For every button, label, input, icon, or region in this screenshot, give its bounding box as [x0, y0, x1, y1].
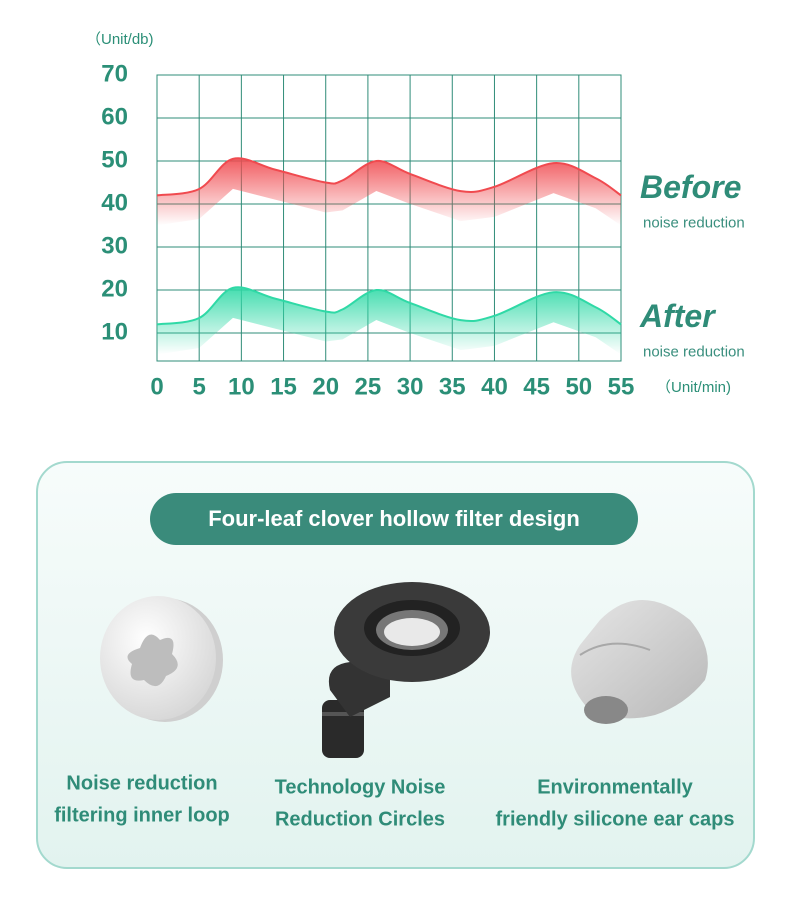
y-tick-label: 70 — [101, 60, 128, 87]
x-tick-label: 35 — [439, 373, 466, 400]
caption: Technology Noise — [275, 776, 446, 798]
series-line — [156, 286, 622, 326]
y-tick-label: 50 — [101, 146, 128, 173]
x-tick-label: 30 — [397, 373, 424, 400]
ear-cap-image — [571, 600, 708, 724]
y-tick-label: 10 — [101, 318, 128, 345]
legend-label: Before — [640, 169, 741, 205]
x-axis-label: （Unit/min) — [656, 379, 731, 396]
feature-panel: Four-leaf clover hollow filter design No… — [36, 461, 755, 869]
y-axis-label: （Unit/db) — [86, 31, 154, 48]
legend-note: noise reduction — [643, 214, 745, 231]
caption: friendly silicone ear caps — [496, 808, 735, 830]
series-area — [157, 287, 621, 355]
x-tick-label: 45 — [523, 373, 550, 400]
legend-note: noise reduction — [643, 343, 745, 360]
noise-circle-image — [322, 582, 490, 758]
x-tick-label: 5 — [193, 373, 206, 400]
inner-loop-image — [100, 596, 223, 722]
series-line — [156, 157, 622, 197]
x-tick-label: 20 — [312, 373, 339, 400]
panel-title: Four-leaf clover hollow filter design — [208, 506, 580, 531]
series-area — [157, 158, 621, 226]
x-tick-label: 50 — [565, 373, 592, 400]
caption: Environmentally — [537, 776, 693, 798]
x-tick-label: 0 — [150, 373, 163, 400]
y-tick-label: 30 — [101, 232, 128, 259]
chart: （Unit/db) （Unit/min) 10 20 30 40 50 60 70 0 5 10 1… — [86, 31, 745, 400]
x-tick-label: 10 — [228, 373, 255, 400]
caption: Noise reduction — [66, 772, 217, 794]
y-tick-label: 60 — [101, 103, 128, 130]
caption: Reduction Circles — [275, 808, 445, 830]
x-tick-label: 40 — [481, 373, 508, 400]
caption: filtering inner loop — [54, 804, 230, 826]
x-tick-label: 55 — [608, 373, 635, 400]
x-tick-label: 15 — [270, 373, 297, 400]
y-tick-label: 20 — [101, 275, 128, 302]
title-pill — [150, 493, 638, 545]
y-tick-label: 40 — [101, 189, 128, 216]
legend-label: After — [639, 298, 716, 334]
x-tick-label: 25 — [355, 373, 382, 400]
